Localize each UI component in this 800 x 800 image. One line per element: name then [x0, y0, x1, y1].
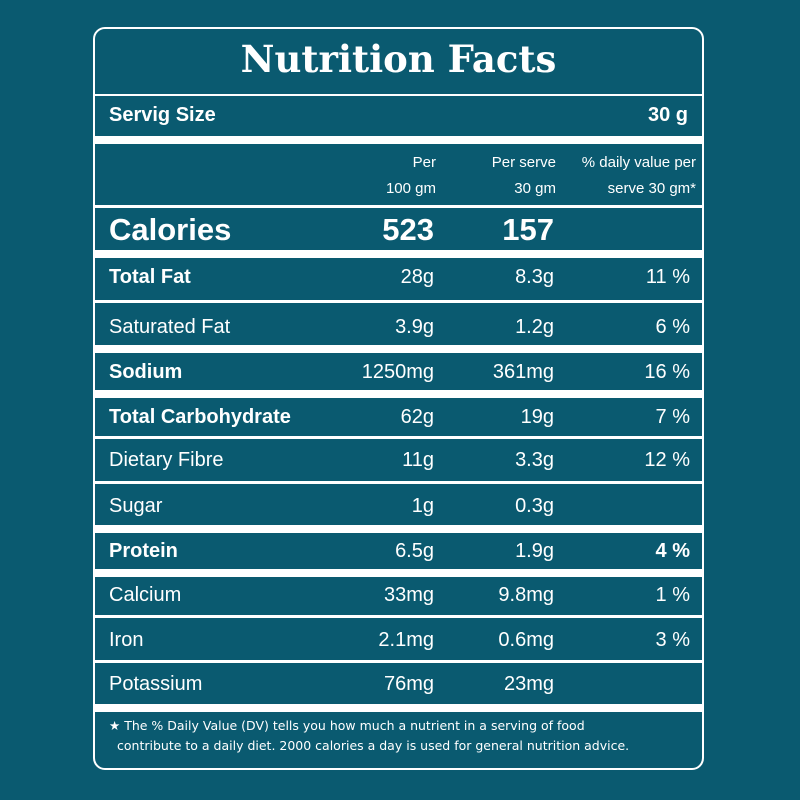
- nutrient-per-100gm: 76mg: [383, 673, 434, 695]
- serving-size-label: Servig Size: [109, 104, 216, 126]
- nutrient-name: Saturated Fat: [109, 316, 231, 338]
- footnote: ★ The % Daily Value (DV) tells you how m…: [109, 716, 688, 756]
- divider: [95, 205, 702, 208]
- divider: [95, 436, 702, 439]
- nutrient-per-100gm: 3.9g: [395, 316, 434, 338]
- calories-per-serve: 157: [502, 212, 554, 247]
- nutrient-per-100gm: 2.1mg: [378, 629, 434, 651]
- nutrient-daily-value: 7 %: [655, 406, 690, 428]
- header-daily-value-line2: serve 30 gm*: [607, 180, 696, 197]
- panel-title: Nutrition Facts: [240, 37, 557, 81]
- divider-thick: [95, 525, 702, 533]
- nutrient-daily-value: 12 %: [644, 449, 690, 471]
- divider: [95, 615, 702, 618]
- serving-size-row: Servig Size 30 g: [109, 100, 688, 130]
- nutrient-per-serve: 1.2g: [515, 316, 554, 338]
- nutrient-per-100gm: 6.5g: [395, 540, 434, 562]
- table-row: Total Fat 28g 8.3g 11 %: [109, 258, 690, 298]
- nutrient-per-serve: 361mg: [492, 361, 554, 383]
- nutrient-per-100gm: 33mg: [383, 584, 434, 606]
- divider: [95, 94, 702, 96]
- calories-label: Calories: [109, 212, 232, 247]
- calories-row: Calories 523 157: [109, 212, 690, 252]
- nutrient-per-serve: 8.3g: [515, 266, 554, 288]
- nutrient-name: Potassium: [109, 673, 203, 695]
- nutrient-name: Total Fat: [109, 266, 191, 288]
- table-row: Total Carbohydrate 62g 19g 7 %: [109, 398, 690, 438]
- footnote-line2: contribute to a daily diet. 2000 calorie…: [117, 738, 630, 753]
- star-icon: ★: [109, 718, 121, 733]
- divider-thick: [95, 250, 702, 258]
- nutrient-per-serve: 9.8mg: [498, 584, 554, 606]
- header-daily-value: % daily value per serve 30 gm*: [582, 150, 696, 202]
- nutrient-name: Calcium: [109, 584, 182, 606]
- nutrient-per-100gm: 62g: [400, 406, 434, 428]
- table-row: Protein 6.5g 1.9g 4 %: [109, 532, 690, 572]
- nutrient-per-100gm: 28g: [400, 266, 434, 288]
- footnote-line1: The % Daily Value (DV) tells you how muc…: [124, 718, 585, 733]
- divider: [95, 660, 702, 663]
- calories-per-100gm: 523: [382, 212, 434, 247]
- table-row: Potassium 76mg 23mg: [109, 665, 690, 705]
- table-row: Sugar 1g 0.3g: [109, 487, 690, 527]
- nutrient-per-100gm: 1250mg: [361, 361, 434, 383]
- nutrient-daily-value: 6 %: [655, 316, 690, 338]
- table-row: Calcium 33mg 9.8mg 1 %: [109, 576, 690, 616]
- nutrient-name: Sugar: [109, 495, 163, 517]
- header-per-serve-line2: 30 gm: [514, 180, 556, 197]
- nutrient-daily-value: 11 %: [645, 266, 690, 288]
- divider-thick: [95, 704, 702, 712]
- nutrient-per-serve: 0.3g: [515, 495, 554, 517]
- header-daily-value-line1: % daily value per: [581, 154, 696, 171]
- nutrient-name: Sodium: [109, 361, 183, 383]
- nutrient-name: Total Carbohydrate: [109, 406, 291, 428]
- nutrient-per-serve: 23mg: [503, 673, 554, 695]
- nutrient-name: Dietary Fibre: [109, 449, 224, 471]
- divider: [95, 481, 702, 484]
- divider-thick: [95, 345, 702, 353]
- header-per-100gm-line1: Per: [412, 154, 436, 171]
- serving-size-value: 30 g: [647, 104, 688, 126]
- nutrition-facts-panel: Nutrition Facts Servig Size 30 g Per 100…: [93, 27, 704, 770]
- nutrient-daily-value: 1 %: [655, 584, 690, 606]
- nutrient-per-serve: 1.9g: [515, 540, 554, 562]
- divider-thick: [95, 569, 702, 577]
- divider-thick: [95, 136, 702, 144]
- nutrient-per-100gm: 1g: [411, 495, 434, 517]
- nutrient-daily-value: 16 %: [644, 361, 690, 383]
- nutrient-daily-value: 4 %: [655, 540, 690, 562]
- table-row: Iron 2.1mg 0.6mg 3 %: [109, 621, 690, 661]
- header-per-serve-line1: Per serve: [491, 154, 556, 171]
- divider: [95, 300, 702, 303]
- nutrient-per-100gm: 11g: [402, 449, 434, 471]
- nutrient-per-serve: 3.3g: [515, 449, 554, 471]
- nutrient-per-serve: 19g: [520, 406, 554, 428]
- nutrient-daily-value: 3 %: [655, 629, 690, 651]
- table-row: Dietary Fibre 11g 3.3g 12 %: [109, 441, 690, 481]
- header-per-serve: Per serve 30 gm: [492, 150, 556, 202]
- table-row: Sodium 1250mg 361mg 16 %: [109, 353, 690, 393]
- nutrient-name: Iron: [109, 629, 144, 651]
- nutrient-per-serve: 0.6mg: [498, 629, 554, 651]
- divider-thick: [95, 390, 702, 398]
- table-row: Saturated Fat 3.9g 1.2g 6 %: [109, 308, 690, 348]
- header-per-100gm-line2: 100 gm: [385, 180, 436, 197]
- nutrient-name: Protein: [109, 540, 178, 562]
- header-per-100gm: Per 100 gm: [386, 150, 436, 202]
